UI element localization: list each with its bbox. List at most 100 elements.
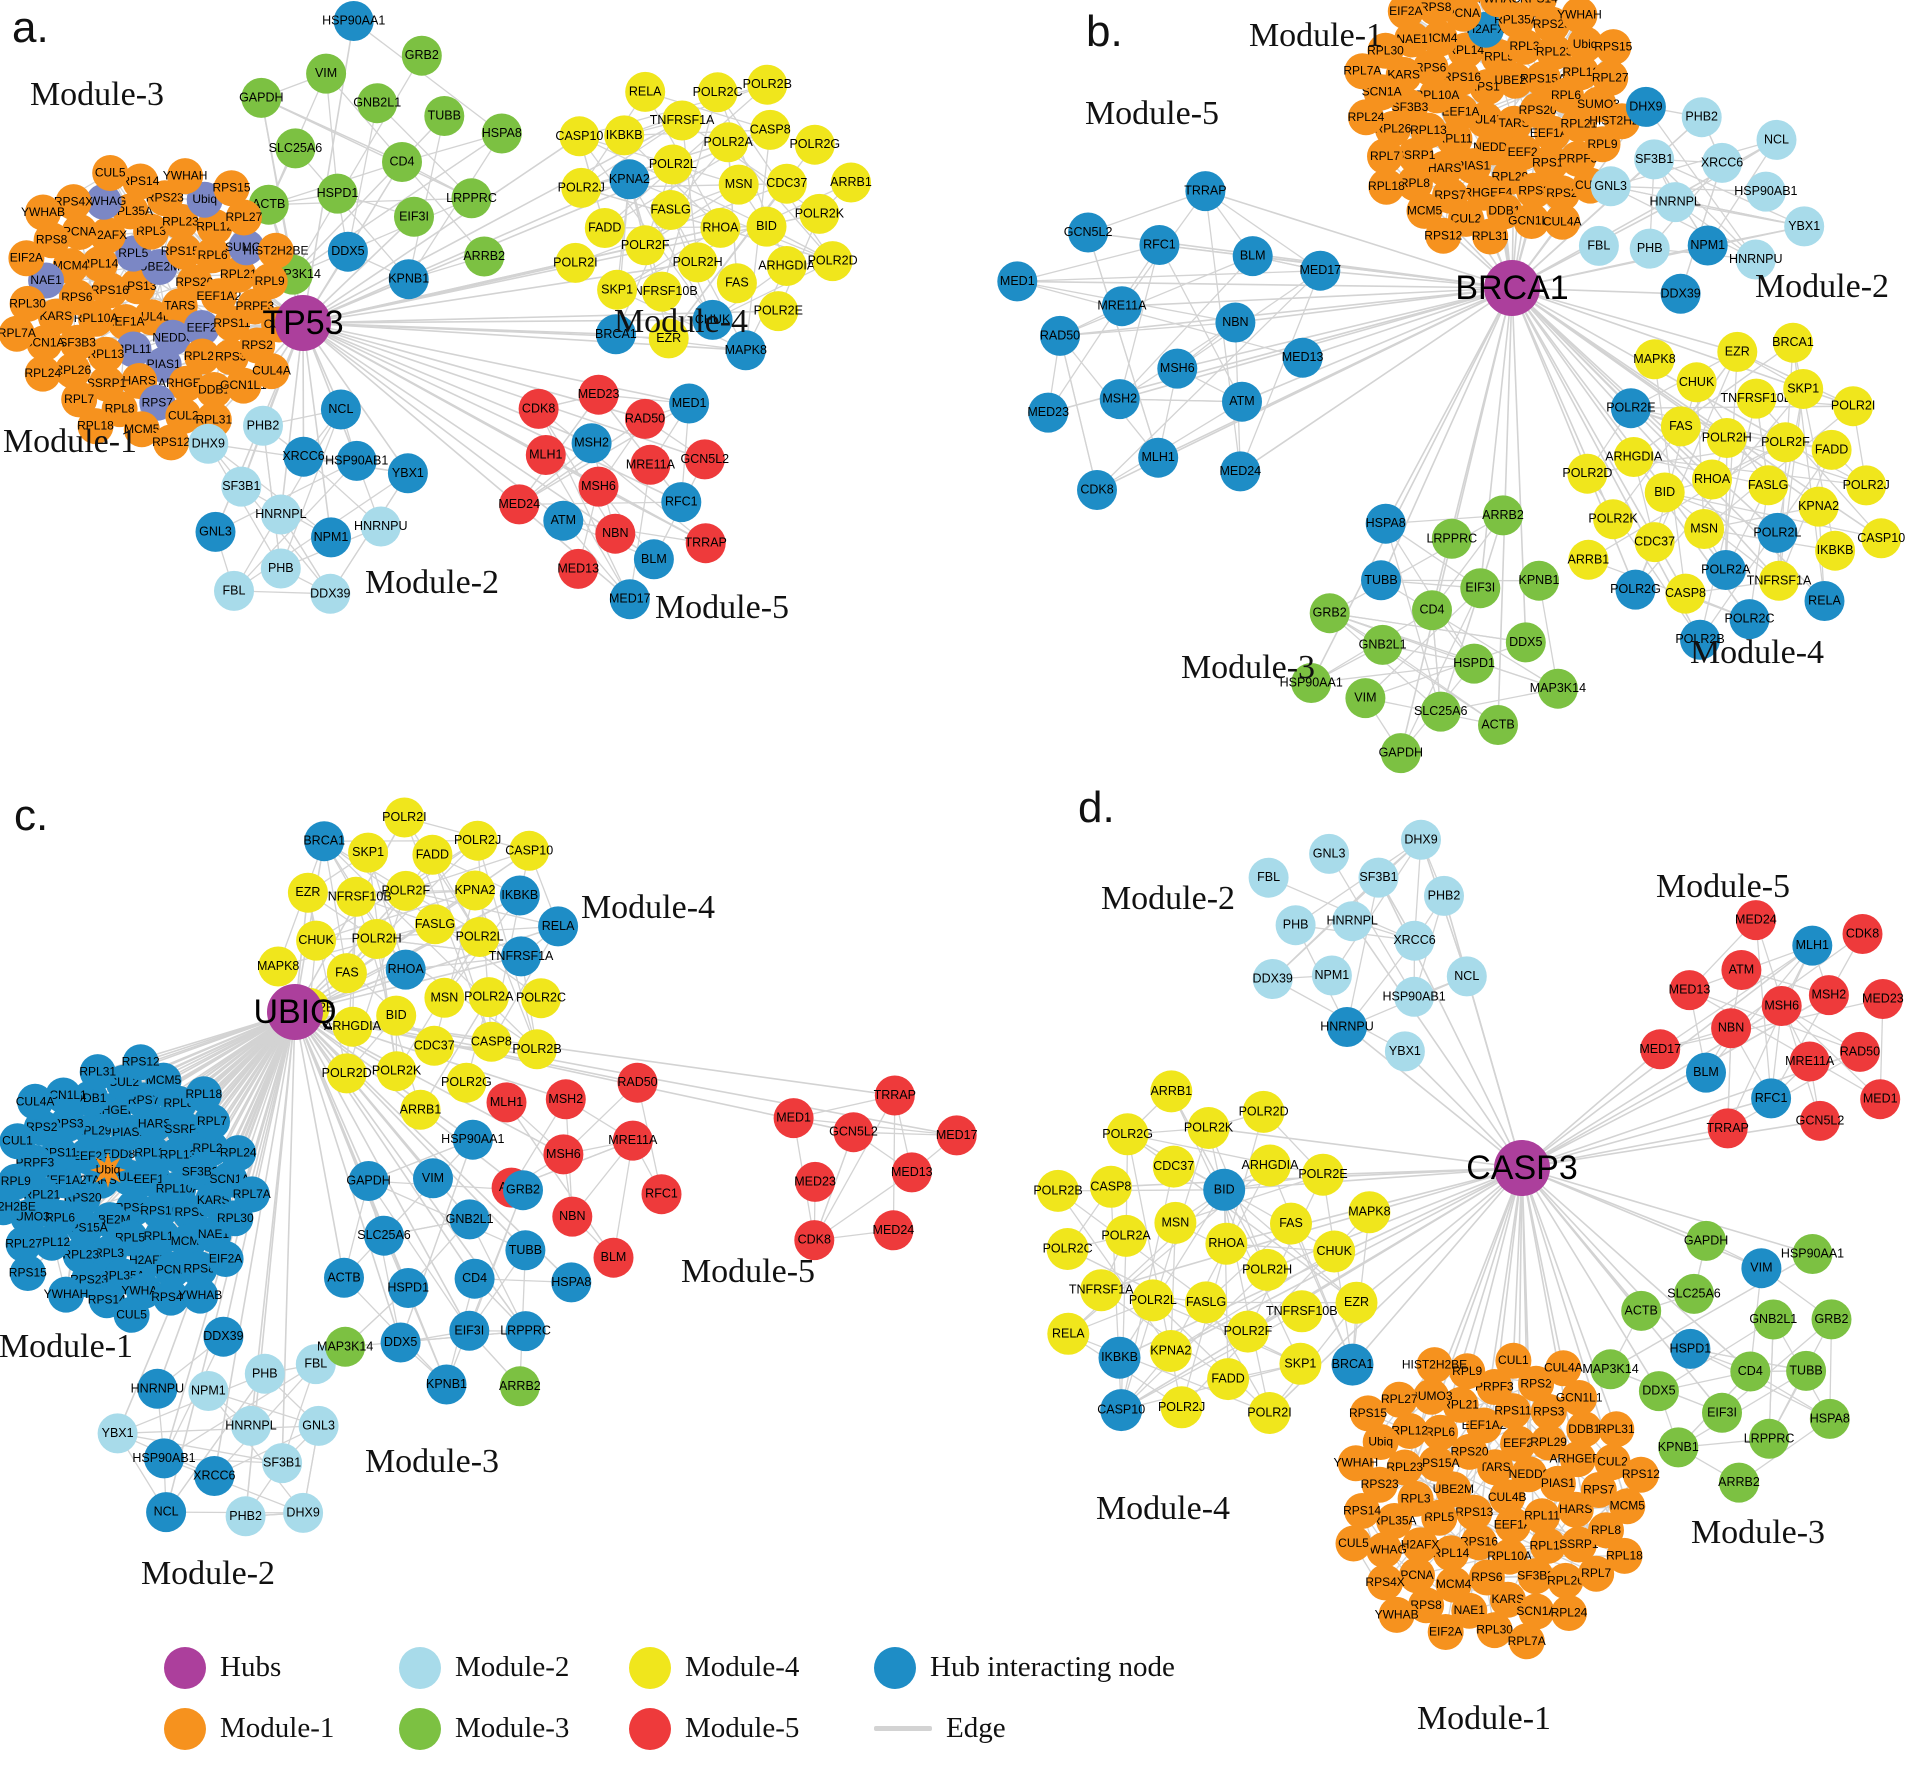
node-MED1 — [773, 1098, 814, 1139]
node-label: RPS11 — [1494, 1404, 1531, 1418]
node-HNRNPL — [231, 1405, 271, 1446]
node-label: NEDD8 — [1509, 1467, 1550, 1481]
node-label: POLR2H — [1242, 1262, 1292, 1276]
hub-edge — [1466, 976, 1523, 1169]
node-TRRAP — [1707, 1108, 1748, 1149]
node-label: RPL21 — [1561, 117, 1598, 131]
node-label: MRE11A — [608, 1133, 658, 1147]
node-MCM5 — [123, 411, 160, 448]
node-RPL7A — [233, 1176, 270, 1213]
edge — [1059, 321, 1236, 337]
node-MED17 — [609, 579, 650, 620]
hub-edge — [1521, 1071, 1707, 1169]
hub-edge — [294, 1011, 476, 1280]
node-VIM — [413, 1158, 453, 1199]
node-POLR2C — [521, 978, 561, 1019]
node-SKP1 — [1783, 369, 1824, 409]
node-label: HNRNPU — [1320, 1020, 1373, 1034]
node-RELA — [1047, 1312, 1090, 1355]
node-RPL7 — [1367, 138, 1403, 175]
module-label-module-3: Module-3 — [30, 76, 164, 113]
node-label: FBL — [1257, 870, 1280, 884]
node-CUL2 — [1594, 1444, 1631, 1481]
node-label: SF3B1 — [1359, 870, 1397, 884]
edge — [712, 260, 833, 321]
edge — [1175, 1174, 1324, 1224]
node-label: PHB — [1637, 241, 1663, 255]
node-label: PIAS1 — [1456, 159, 1490, 173]
node-RPL7 — [194, 1103, 230, 1140]
node-label: TUBB — [1789, 1363, 1822, 1377]
node-label: MAPK8 — [1348, 1205, 1390, 1219]
node-label: RPS12 — [122, 1055, 160, 1069]
node-ARRB1 — [831, 162, 871, 203]
node-label: RPL27 — [1381, 1392, 1418, 1406]
node-PHB — [1275, 905, 1316, 946]
node-label: RPL21 — [24, 1187, 61, 1201]
node-YBX1 — [1784, 206, 1825, 247]
node-label: RPS3 — [1533, 1404, 1565, 1418]
node-label: RPL31 — [79, 1065, 116, 1079]
hub-edge — [1302, 287, 1513, 359]
edge — [670, 209, 747, 351]
hub-node-UBIQ — [267, 984, 323, 1040]
module-label-module-5: Module-5 — [1085, 95, 1219, 132]
node-CDK8 — [1842, 914, 1883, 954]
node-YWHAH — [167, 158, 204, 195]
node-label: IKBKB — [501, 888, 538, 902]
panel-letter-b: b. — [1086, 7, 1123, 56]
node-label: DHX9 — [1404, 832, 1437, 846]
node-label: PHB — [252, 1366, 278, 1380]
node-label: EIF3I — [1707, 1405, 1737, 1419]
node-MAPK8 — [725, 330, 766, 371]
node-CUL4A — [17, 1083, 54, 1120]
node-label: CUL4A — [16, 1094, 55, 1108]
node-RPL31 — [79, 1054, 116, 1091]
hub-edge — [1224, 1167, 1523, 1191]
node-label: MCM4 — [53, 259, 89, 273]
module-label-module-3: Module-3 — [1181, 649, 1315, 686]
node-TUBB — [505, 1230, 546, 1271]
hub-edge — [302, 322, 682, 503]
node-NBN — [595, 513, 636, 554]
node-label: SF3B3 — [182, 1165, 219, 1179]
node-MLH1 — [1792, 925, 1833, 966]
node-GRB2 — [401, 35, 442, 76]
node-DDX5 — [380, 1322, 421, 1363]
node-label: GNB2L1 — [1749, 1312, 1797, 1326]
node-label: POLR2A — [1101, 1228, 1151, 1242]
node-label: RPL6 — [198, 248, 228, 262]
node-label: RPS23 — [70, 1272, 108, 1286]
node-BID — [376, 995, 417, 1036]
node-label: POLR2K — [1184, 1121, 1234, 1135]
node-label: RPS12 — [152, 435, 190, 449]
node-RPL14 — [1433, 1535, 1469, 1572]
node-label: GAPDH — [1379, 746, 1423, 760]
node-label: NCL — [328, 402, 353, 416]
node-label: YWHAH — [163, 169, 208, 183]
node-PIAS1 — [1539, 1465, 1576, 1502]
node-MRE11A — [612, 1120, 653, 1161]
node-CASP10 — [1861, 518, 1902, 559]
node-label: SF3B1 — [263, 1456, 301, 1470]
node-ARRB2 — [1483, 495, 1523, 536]
node-label: PCNA — [1400, 1568, 1433, 1582]
legend-label: Module-1 — [220, 1712, 335, 1744]
node-label: RPL14 — [82, 257, 119, 271]
node-label: GNB2L1 — [353, 96, 401, 110]
edge — [1239, 270, 1321, 472]
node-label: EZR — [295, 885, 320, 899]
hub-edge — [294, 1011, 345, 1278]
node-label: ARHGDIA — [324, 1019, 382, 1033]
edge — [343, 1139, 474, 1279]
node-label: XRCC6 — [1701, 155, 1743, 169]
node-label: RPL31 — [1598, 1422, 1635, 1436]
node-label: DDX39 — [203, 1329, 243, 1343]
node-label: RFC1 — [665, 495, 698, 509]
node-label: POLR2F — [1224, 1324, 1273, 1338]
panel-letter-c: c. — [14, 791, 48, 840]
node-RPS8 — [1417, 0, 1454, 26]
node-POLR2L — [1757, 512, 1798, 553]
node-LRPPRC — [1431, 518, 1472, 559]
node-label: GAPDH — [346, 1174, 390, 1188]
